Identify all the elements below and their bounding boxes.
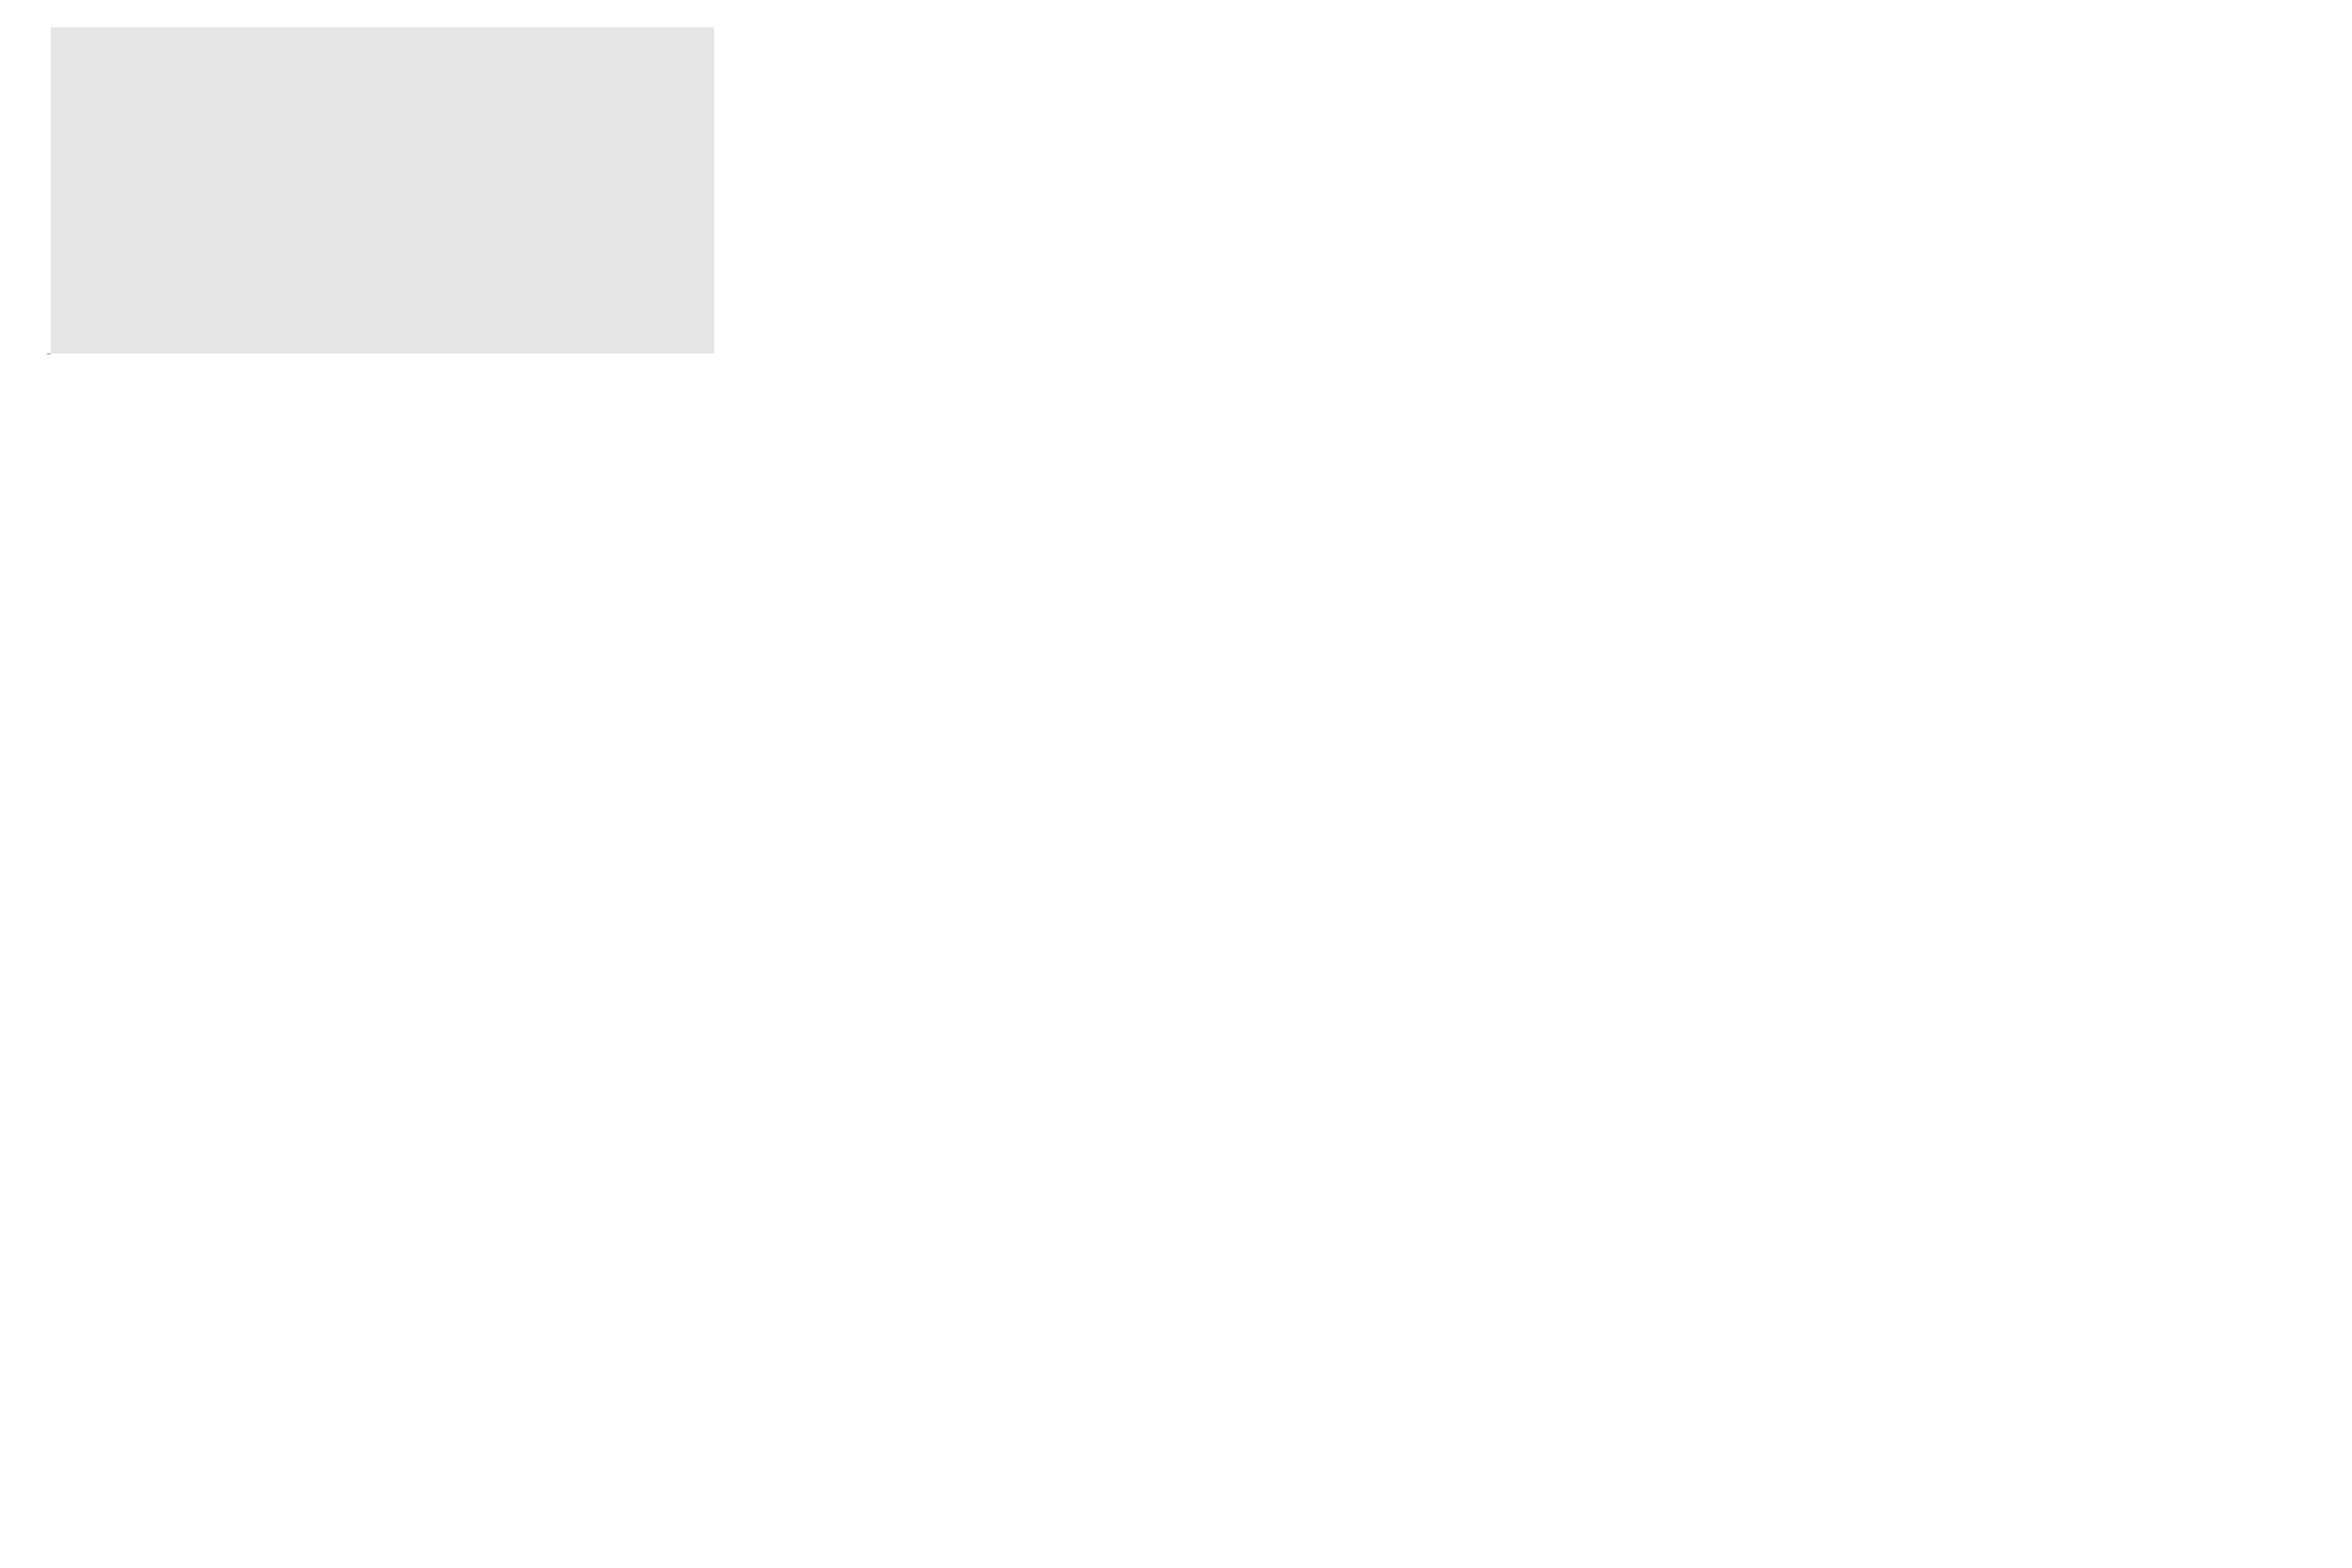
fortune-line-chart xyxy=(0,0,728,391)
chart-svg xyxy=(0,0,728,391)
plot-area xyxy=(51,27,714,354)
